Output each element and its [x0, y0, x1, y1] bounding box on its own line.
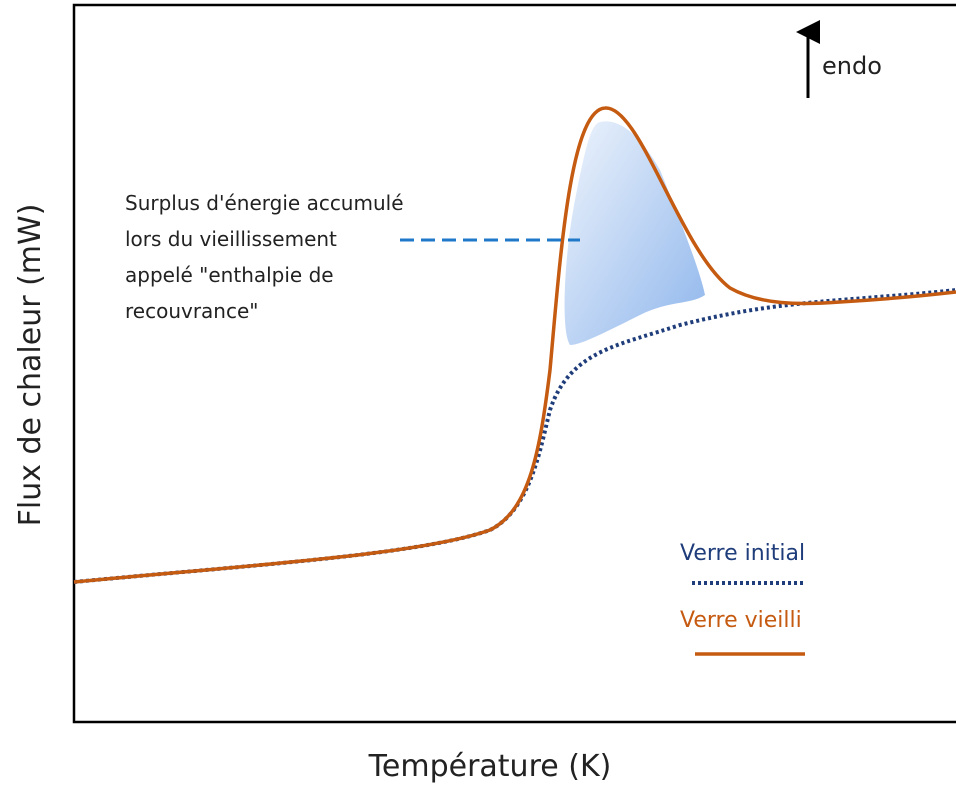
plot-frame: [72, 3, 956, 724]
enthalpy-area: [564, 121, 705, 345]
aged-curve: [73, 106, 956, 584]
legend-label: Verre initial: [680, 541, 805, 566]
annotation-line: Surplus d'énergie accumulé: [125, 191, 404, 215]
annotation-line: appelé "enthalpie de: [125, 263, 334, 287]
endo-label: endo: [822, 52, 882, 80]
annotation-line: lors du vieillissement: [125, 227, 337, 251]
legend-label: Verre vieilli: [680, 608, 802, 633]
initial-curve: [73, 288, 956, 584]
annotation-line: recouvrance": [125, 299, 259, 323]
x-axis-label: Température (K): [368, 749, 612, 784]
y-axis-label: Flux de chaleur (mW): [13, 204, 48, 527]
